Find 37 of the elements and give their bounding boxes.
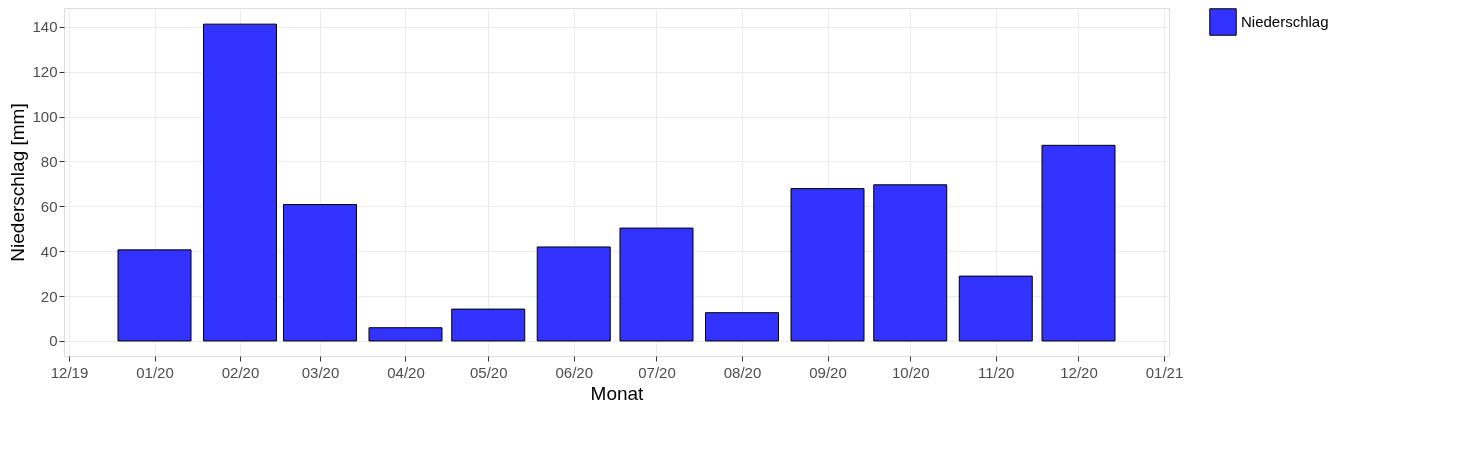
x-axis-title: Monat — [590, 382, 645, 404]
bar — [1041, 144, 1116, 342]
x-tick-label: 02/20 — [221, 363, 260, 381]
y-axis-title: Niederschlag [mm] — [7, 103, 29, 262]
y-tick-label: 100 — [32, 108, 58, 126]
x-tick-label: 03/20 — [301, 363, 340, 381]
bar — [958, 275, 1033, 342]
x-tick-label: 04/20 — [387, 363, 425, 381]
x-tick-label: 05/20 — [469, 363, 508, 381]
x-tick-label: 11/20 — [978, 363, 1015, 381]
bar — [203, 23, 278, 342]
y-tick-label: 40 — [40, 242, 58, 260]
y-tick-label: 20 — [40, 287, 58, 305]
x-tick-label: 01/21 — [1145, 363, 1184, 381]
x-tick-label: 01/20 — [136, 363, 174, 381]
y-tick-label: 80 — [40, 152, 58, 170]
x-tick-label: 12/20 — [1060, 363, 1098, 381]
bar — [451, 308, 526, 342]
bar — [368, 327, 443, 342]
bar — [282, 204, 357, 342]
bar — [873, 184, 948, 342]
bar — [536, 246, 611, 342]
bar — [790, 188, 865, 342]
x-tick-label: 09/20 — [809, 363, 847, 381]
legend-label: Niederschlag — [1241, 13, 1329, 30]
y-tick-label: 120 — [32, 63, 58, 81]
bar — [117, 249, 192, 342]
bar — [619, 227, 694, 342]
y-tick-label: 140 — [32, 18, 58, 36]
x-tick-label: 12/19 — [50, 363, 89, 381]
y-tick-label: 0 — [49, 332, 58, 350]
bar — [705, 312, 779, 342]
x-tick-label: 07/20 — [638, 363, 676, 381]
x-tick-label: 06/20 — [555, 363, 594, 381]
x-tick-label: 10/20 — [891, 363, 930, 381]
y-tick-label: 60 — [40, 197, 58, 215]
x-tick-label: 08/20 — [723, 363, 762, 381]
